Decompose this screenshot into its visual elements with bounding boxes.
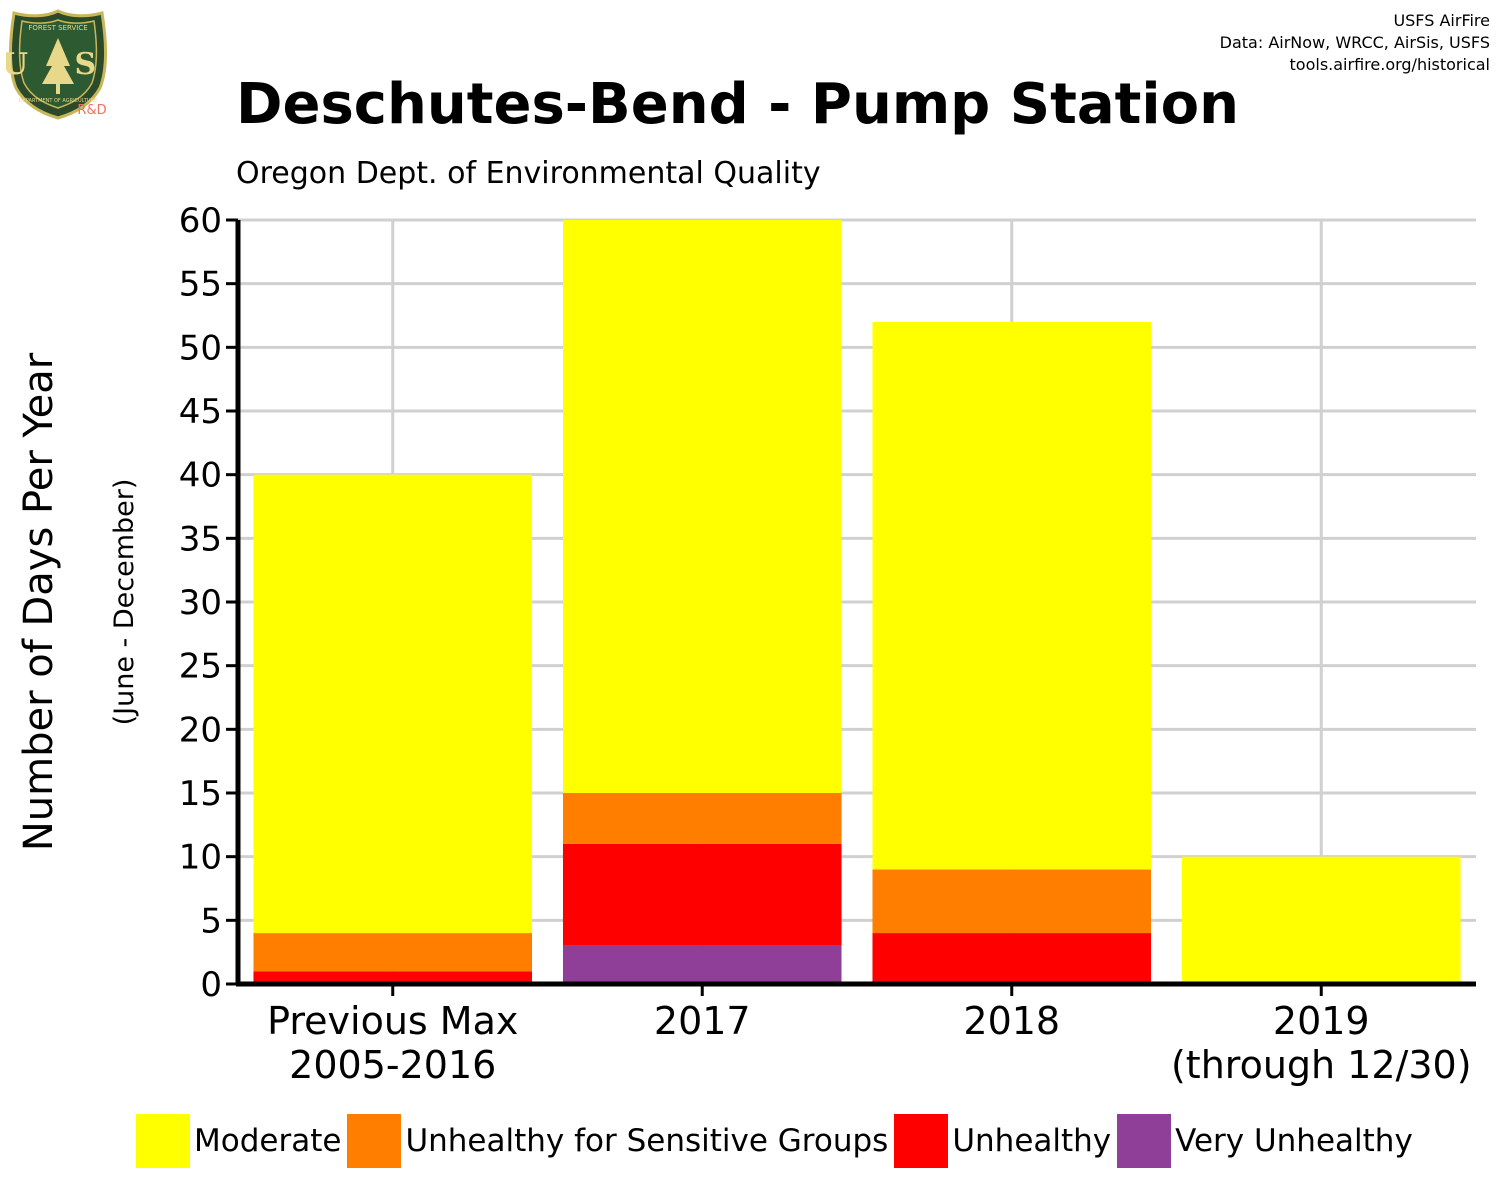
- y-tick-label: 0: [200, 965, 222, 1005]
- logo-rd: R&D: [77, 103, 106, 118]
- y-tick-label: 45: [179, 392, 222, 432]
- legend-swatch: [894, 1114, 949, 1168]
- bar-segment-moderate: [562, 220, 842, 793]
- x-tick-label: 2005-2016: [289, 1043, 496, 1087]
- chart-legend: Moderate Unhealthy for Sensitive Groups Un…: [136, 1114, 1419, 1168]
- legend-label: Moderate: [194, 1123, 342, 1159]
- logo-bottom-text: DEPARTMENT OF AGRICULTURE: [19, 98, 97, 104]
- y-tick-label: 40: [179, 456, 222, 496]
- credit-line-3: tools.airfire.org/historical: [1289, 55, 1490, 74]
- x-tick-label: 2019: [1273, 999, 1370, 1043]
- legend-swatch: [1117, 1114, 1172, 1168]
- bar-segment-moderate: [872, 321, 1152, 870]
- y-tick-label: 50: [179, 328, 222, 368]
- bar-segment-unhealthy-for-sensitive-groups: [872, 869, 1152, 934]
- legend-swatch: [347, 1114, 402, 1168]
- bar-segment-moderate: [253, 474, 533, 934]
- y-axis-label: Number of Days Per Year: [16, 352, 62, 851]
- credits: USFS AirFire Data: AirNow, WRCC, AirSis,…: [1220, 10, 1490, 76]
- chart-title: Deschutes-Bend - Pump Station: [236, 72, 1239, 137]
- credit-line-2: Data: AirNow, WRCC, AirSis, USFS: [1219, 33, 1490, 52]
- y-tick-label: 35: [179, 519, 222, 559]
- y-tick-label: 20: [179, 710, 222, 750]
- bar-segment-unhealthy-for-sensitive-groups: [562, 793, 842, 844]
- y-tick-label: 10: [179, 838, 222, 878]
- x-tick-label: (through 12/30): [1171, 1043, 1472, 1087]
- logo-letters: U S: [6, 47, 110, 82]
- y-tick-label: 60: [179, 201, 222, 241]
- legend-label: Unhealthy: [952, 1123, 1112, 1159]
- usfs-logo: U S FOREST SERVICE DEPARTMENT OF AGRICUL…: [6, 9, 110, 120]
- logo-top-text: FOREST SERVICE: [28, 24, 87, 32]
- x-tick-label: Previous Max: [267, 999, 518, 1043]
- y-tick-label: 5: [200, 901, 222, 941]
- y-tick-label: 25: [179, 647, 222, 687]
- bar-segment-very-unhealthy: [562, 945, 842, 984]
- legend-swatch: [136, 1114, 190, 1168]
- legend-item: Very Unhealthy: [1117, 1114, 1413, 1168]
- y-tick-label: 30: [179, 583, 222, 623]
- y-axis-sublabel: (June - December): [109, 479, 140, 726]
- chart-subtitle: Oregon Dept. of Environmental Quality: [236, 156, 821, 191]
- x-tick-label: 2017: [654, 999, 751, 1043]
- y-tick-label: 55: [179, 265, 222, 305]
- credit-line-1: USFS AirFire: [1393, 11, 1490, 30]
- legend-label: Very Unhealthy: [1175, 1123, 1413, 1159]
- bar-segment-unhealthy: [253, 971, 533, 984]
- legend-item: Unhealthy: [894, 1114, 1111, 1168]
- legend-label: Unhealthy for Sensitive Groups: [405, 1123, 889, 1159]
- x-tick-label: 2018: [963, 999, 1060, 1043]
- legend-item: Unhealthy for Sensitive Groups: [347, 1114, 888, 1168]
- bar-segment-unhealthy: [872, 933, 1152, 984]
- legend-item: Moderate: [136, 1114, 341, 1168]
- bar-segment-unhealthy-for-sensitive-groups: [253, 933, 533, 972]
- bar-segment-moderate: [1181, 856, 1461, 984]
- bar-segment-unhealthy: [562, 843, 842, 946]
- y-tick-label: 15: [179, 774, 222, 814]
